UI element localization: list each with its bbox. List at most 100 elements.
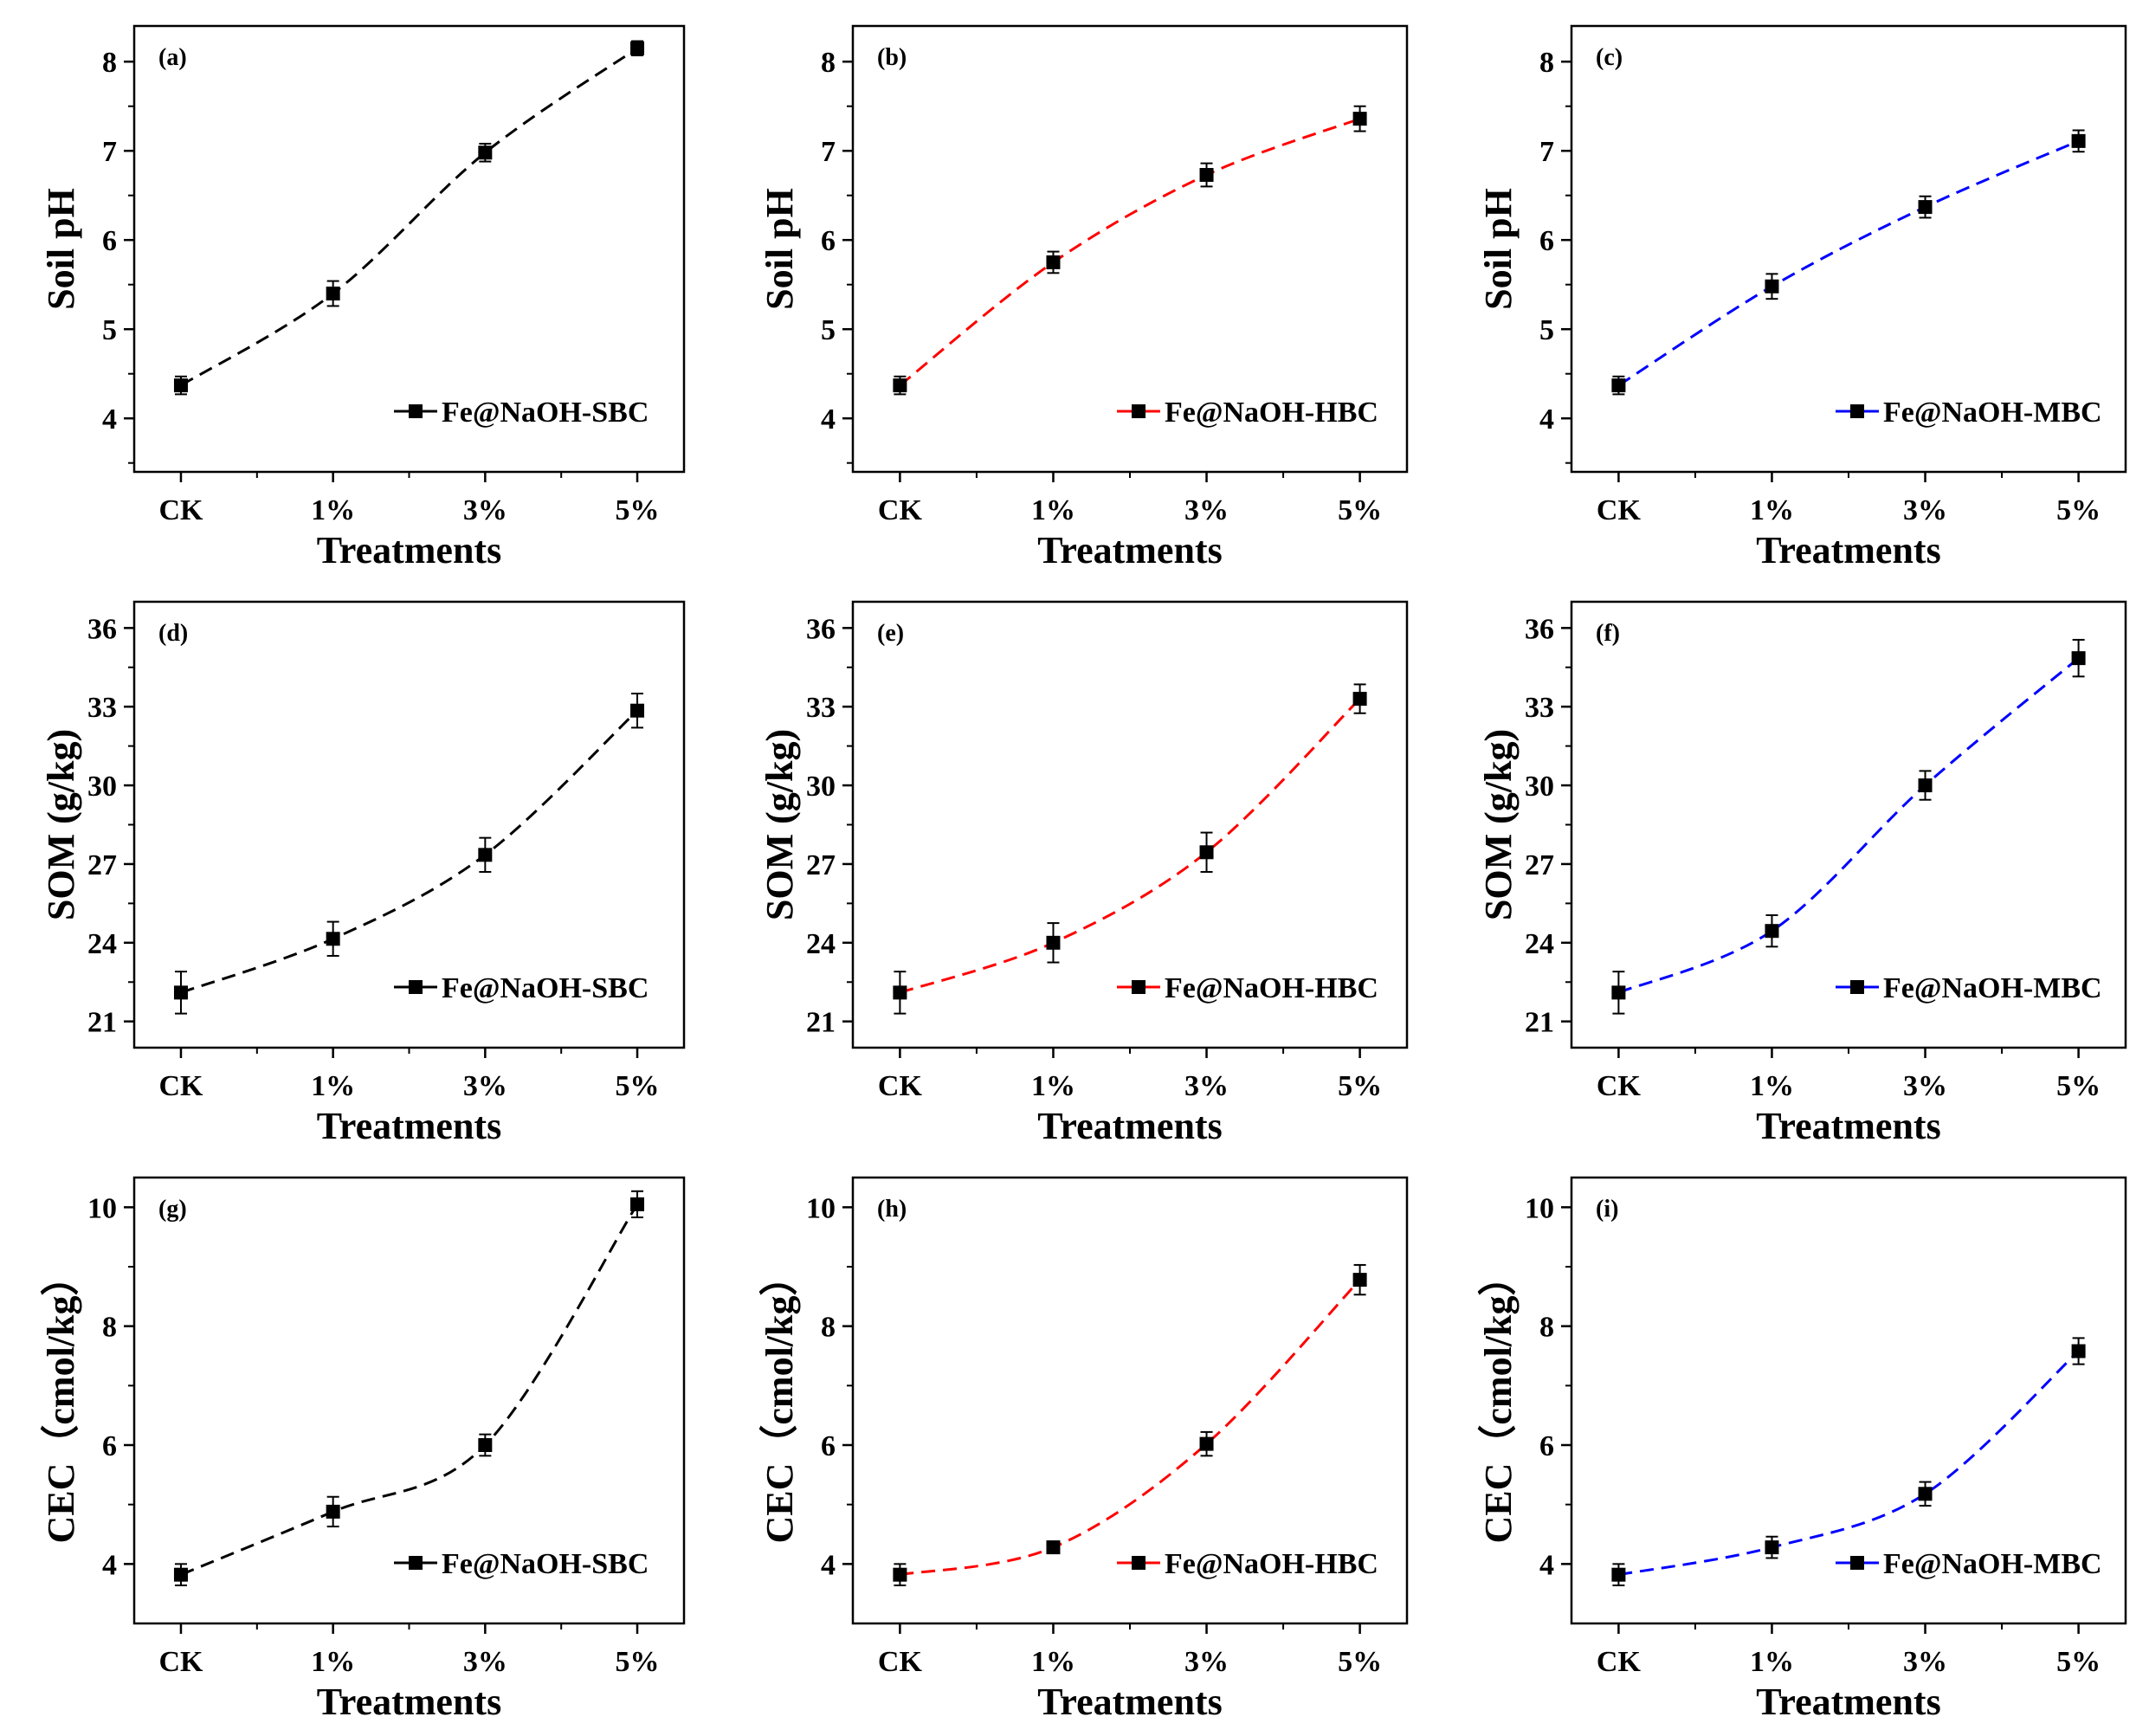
legend-label: Fe@NaOH-HBC	[1165, 972, 1378, 1004]
x-tick-label: CK	[1597, 494, 1642, 526]
panel-label: (a)	[158, 44, 187, 71]
x-tick-label: 5%	[2056, 1646, 2101, 1678]
legend-label: Fe@NaOH-SBC	[442, 972, 649, 1004]
panel-i: 4 6 8 10 CK 1% 3% 5% Treatments CEC（cmol/kg） (i) Fe…	[1477, 1176, 2127, 1723]
y-tick-label: 21	[806, 1007, 836, 1039]
legend-label: Fe@NaOH-HBC	[1165, 1548, 1378, 1580]
y-tick-label: 27	[806, 849, 836, 881]
y-tick-label: 8	[821, 1312, 836, 1344]
data-point	[173, 985, 188, 1000]
data-point	[630, 703, 645, 718]
y-tick-label: 6	[821, 1430, 836, 1462]
x-tick-label: 3%	[1184, 1646, 1229, 1678]
x-tick-label: 3%	[1903, 1070, 1947, 1102]
x-tick-label: 1%	[1031, 1646, 1075, 1678]
y-tick-label: 6	[1539, 225, 1554, 257]
data-point	[2071, 1344, 2086, 1358]
x-tick-label: 1%	[1750, 1646, 1794, 1678]
series-line	[899, 117, 1361, 387]
y-tick-label: 21	[1525, 1007, 1554, 1039]
y-tick-label: 8	[821, 47, 836, 79]
data-point	[173, 1567, 188, 1582]
y-tick-label: 10	[1525, 1192, 1554, 1224]
x-tick-label: CK	[158, 1070, 203, 1102]
series-line	[180, 1204, 639, 1577]
data-point	[1199, 1436, 1214, 1451]
x-axis-title: Treatments	[317, 1105, 501, 1147]
y-tick-label: 4	[821, 1549, 836, 1581]
x-axis-title: Treatments	[1756, 1681, 1940, 1723]
x-tick-label: 3%	[463, 494, 507, 526]
data-point	[1765, 924, 1779, 939]
panel-label: (g)	[158, 1196, 187, 1223]
x-tick-label: 5%	[1338, 1646, 1382, 1678]
data-point	[326, 287, 340, 300]
x-tick-label: CK	[1597, 1646, 1642, 1678]
y-tick-label: 36	[1525, 613, 1554, 645]
x-axis-title: Treatments	[317, 529, 501, 571]
x-tick-label: 5%	[616, 1070, 660, 1102]
data-point	[893, 985, 907, 1000]
x-tick-label: 3%	[463, 1646, 507, 1678]
panel-label: (b)	[877, 44, 907, 71]
legend-marker	[1132, 404, 1145, 418]
x-tick-label: CK	[158, 494, 203, 526]
x-tick-label: 3%	[1903, 494, 1947, 526]
x-tick-label: 1%	[1031, 494, 1075, 526]
series-line	[900, 1279, 1361, 1577]
data-point	[1765, 279, 1779, 294]
y-tick-label: 5	[1539, 314, 1554, 346]
y-tick-label: 5	[102, 314, 117, 346]
legend-marker	[1850, 980, 1864, 994]
series-line	[1617, 139, 2080, 387]
legend-marker	[1850, 1556, 1864, 1570]
series-line	[180, 47, 638, 387]
y-tick-label: 30	[806, 771, 836, 803]
data-point	[893, 1567, 907, 1582]
data-point	[326, 932, 340, 946]
y-tick-label: 7	[821, 136, 836, 168]
y-tick-label: 6	[102, 1430, 117, 1462]
y-axis-title: CEC（cmol/kg）	[40, 1258, 82, 1544]
legend-label: Fe@NaOH-MBC	[1883, 397, 2102, 429]
data-point	[1918, 778, 1933, 793]
panel-e: 21 24 27 30 33 36 CK 1% 3% 5% Treatments SOM (g/kg)…	[758, 600, 1409, 1147]
panel-f: 21 24 27 30 33 36 CK 1% 3% 5% Treatments SOM (g/kg)…	[1477, 600, 2127, 1147]
data-point	[1046, 255, 1061, 269]
y-tick-label: 8	[1539, 1312, 1554, 1344]
y-tick-label: 8	[102, 47, 117, 79]
x-tick-label: CK	[878, 1646, 923, 1678]
y-axis-title: SOM (g/kg)	[1477, 729, 1520, 920]
y-tick-label: 7	[1539, 136, 1554, 168]
data-point	[1199, 845, 1214, 860]
y-tick-label: 4	[102, 403, 117, 436]
y-tick-label: 4	[1539, 1549, 1554, 1581]
legend-marker	[1132, 980, 1145, 994]
y-tick-label: 4	[821, 403, 836, 436]
x-tick-label: 1%	[311, 494, 355, 526]
y-axis-title: CEC（cmol/kg）	[1477, 1258, 1520, 1544]
legend-label: Fe@NaOH-MBC	[1883, 972, 2102, 1004]
x-tick-label: CK	[158, 1646, 203, 1678]
data-point	[1199, 168, 1214, 183]
series-line	[1617, 656, 2080, 994]
data-point	[1046, 1540, 1061, 1555]
legend-marker	[409, 1556, 423, 1570]
x-tick-label: 1%	[1031, 1070, 1075, 1102]
x-axis-title: Treatments	[1037, 529, 1222, 571]
data-point	[478, 848, 493, 862]
y-axis-title: CEC（cmol/kg）	[758, 1258, 801, 1544]
x-axis-title: Treatments	[1037, 1105, 1222, 1147]
legend-label: Fe@NaOH-SBC	[442, 1548, 649, 1580]
data-point	[1611, 378, 1626, 393]
x-tick-label: 5%	[1338, 494, 1382, 526]
data-point	[1352, 692, 1367, 707]
x-tick-label: 5%	[2056, 1070, 2101, 1102]
legend-label: Fe@NaOH-HBC	[1165, 397, 1378, 429]
x-tick-label: 1%	[311, 1646, 355, 1678]
x-tick-label: 1%	[1750, 494, 1794, 526]
panel-label: (c)	[1596, 44, 1623, 71]
x-tick-label: CK	[1597, 1070, 1642, 1102]
panel-d: 21 24 27 30 33 36 CK 1% 3% 5% Treatments SOM (g/kg)…	[40, 600, 686, 1147]
